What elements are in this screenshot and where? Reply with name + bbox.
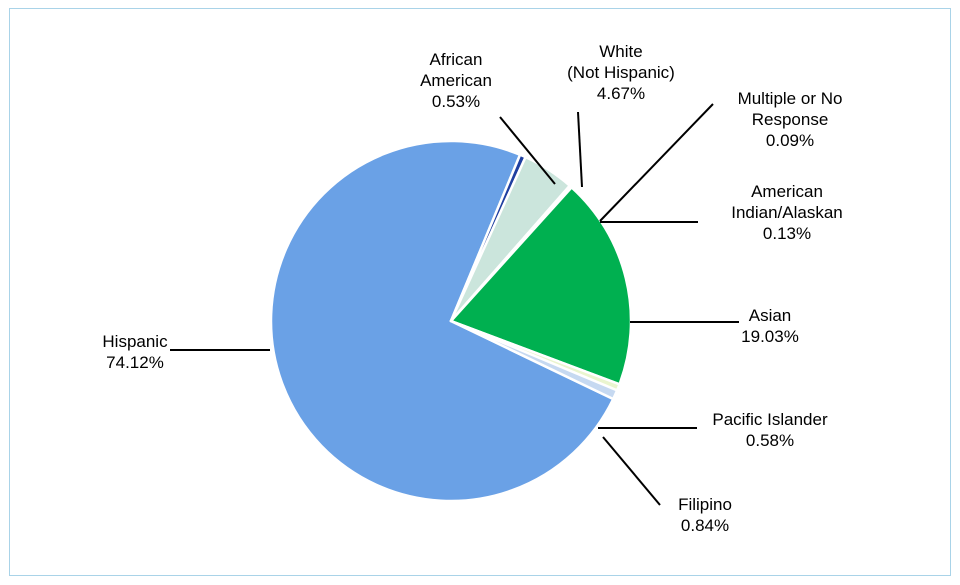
slice-label-line: 19.03%	[741, 327, 799, 346]
pie-slice-asian	[449, 186, 633, 386]
slice-label-african-american: African American 0.53%	[420, 50, 492, 111]
slice-label-line: Multiple or No	[738, 89, 843, 108]
slice-label-line: Pacific Islander	[712, 410, 828, 429]
slice-label-line: Filipino	[678, 495, 732, 514]
slice-label-line: Response	[752, 110, 829, 129]
chart-frame: Hispanic 74.12% African American 0.53% White (…	[9, 8, 951, 576]
slice-label-hispanic: Hispanic 74.12%	[102, 332, 168, 372]
slice-label-line: American	[420, 71, 492, 90]
leader-line-filipino	[602, 436, 661, 506]
slice-label-line: Indian/Alaskan	[731, 203, 843, 222]
slice-label-pacific-islander: Pacific Islander 0.58%	[712, 410, 828, 450]
slice-label-line: 0.58%	[746, 431, 794, 450]
pie-chart: Hispanic 74.12% African American 0.53% White (…	[102, 42, 843, 535]
slice-label-multiple-or-no-response: Multiple or No Response 0.09%	[738, 89, 843, 150]
pie-slice-hispanic	[269, 139, 615, 503]
slice-label-line: 0.84%	[681, 516, 729, 535]
leader-line-white-not-hispanic	[577, 111, 583, 188]
slice-label-line: African	[430, 50, 483, 69]
leader-line-multiple-or-no-response	[599, 103, 714, 222]
slice-label-filipino: Filipino 0.84%	[678, 495, 732, 535]
slice-label-line: Asian	[749, 306, 792, 325]
slice-label-line: 0.53%	[432, 92, 480, 111]
slice-label-line: 74.12%	[106, 353, 164, 372]
slice-label-line: 4.67%	[597, 84, 645, 103]
slice-label-line: Hispanic	[102, 332, 168, 351]
slice-label-line: American	[751, 182, 823, 201]
slice-label-asian: Asian 19.03%	[741, 306, 799, 346]
pie-slice-filipino	[449, 319, 619, 401]
leader-line-african-american	[499, 116, 556, 185]
slice-label-white-not-hispanic: White (Not Hispanic) 4.67%	[567, 42, 675, 103]
slice-label-american-indian-alaskan: American Indian/Alaskan 0.13%	[731, 182, 843, 243]
slice-label-line: White	[599, 42, 642, 61]
slice-label-line: 0.13%	[763, 224, 811, 243]
slice-label-line: (Not Hispanic)	[567, 63, 675, 82]
slice-label-line: 0.09%	[766, 131, 814, 150]
